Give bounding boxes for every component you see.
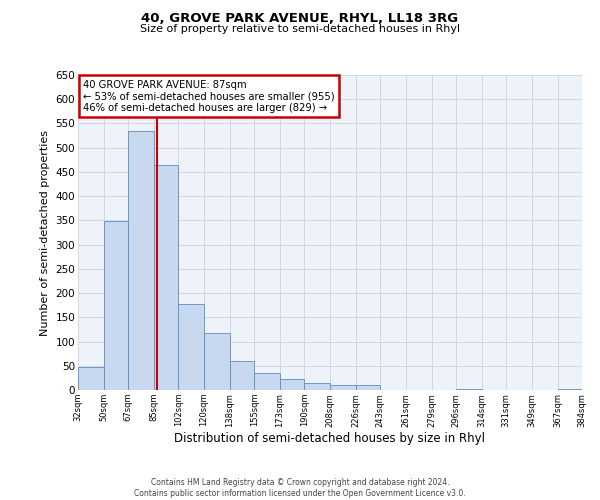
- Y-axis label: Number of semi-detached properties: Number of semi-detached properties: [40, 130, 50, 336]
- Bar: [356, 385, 380, 390]
- Bar: [280, 380, 304, 390]
- Bar: [254, 373, 280, 390]
- Bar: [330, 384, 356, 390]
- Bar: [558, 388, 582, 390]
- X-axis label: Distribution of semi-detached houses by size in Rhyl: Distribution of semi-detached houses by …: [175, 432, 485, 446]
- Bar: [78, 367, 104, 390]
- Text: 40 GROVE PARK AVENUE: 87sqm
← 53% of semi-detached houses are smaller (955)
46% : 40 GROVE PARK AVENUE: 87sqm ← 53% of sem…: [83, 80, 335, 113]
- Bar: [128, 130, 154, 390]
- Bar: [178, 304, 204, 390]
- Bar: [456, 389, 482, 390]
- Bar: [230, 361, 254, 390]
- Text: Size of property relative to semi-detached houses in Rhyl: Size of property relative to semi-detach…: [140, 24, 460, 34]
- Bar: [104, 222, 128, 390]
- Bar: [304, 382, 330, 390]
- Bar: [154, 164, 178, 390]
- Bar: [204, 333, 230, 390]
- Text: Contains HM Land Registry data © Crown copyright and database right 2024.
Contai: Contains HM Land Registry data © Crown c…: [134, 478, 466, 498]
- Text: 40, GROVE PARK AVENUE, RHYL, LL18 3RG: 40, GROVE PARK AVENUE, RHYL, LL18 3RG: [142, 12, 458, 26]
